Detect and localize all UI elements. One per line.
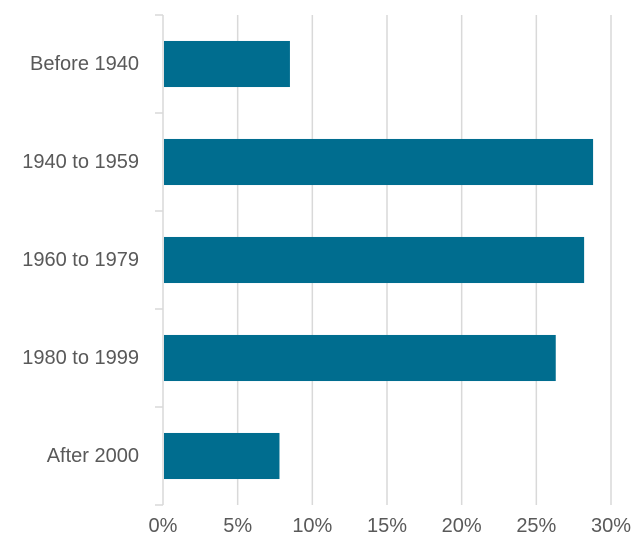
x-tick-labels: 0% 5% 10% 15% 20% 25% 30% [149,515,632,537]
bar [164,138,594,186]
category-labels: Before 1940 1940 to 1959 1960 to 1979 1980 … [22,53,139,467]
category-label: 1960 to 1979 [22,249,139,271]
x-tick-label: 5% [223,515,252,537]
category-label: 1940 to 1959 [22,151,139,173]
category-label: Before 1940 [30,53,139,75]
category-label: 1980 to 1999 [22,347,139,369]
x-tick-label: 15% [367,515,407,537]
x-tick-label: 30% [591,515,631,537]
bar [164,40,290,88]
bars [164,40,594,480]
x-tick-label: 10% [292,515,332,537]
bar [164,236,585,284]
bar [164,432,280,480]
category-label: After 2000 [47,445,139,467]
x-tick-label: 0% [149,515,178,537]
bar [164,334,556,382]
x-tick-label: 20% [442,515,482,537]
x-tick-label: 25% [516,515,556,537]
category-axis [155,14,164,506]
